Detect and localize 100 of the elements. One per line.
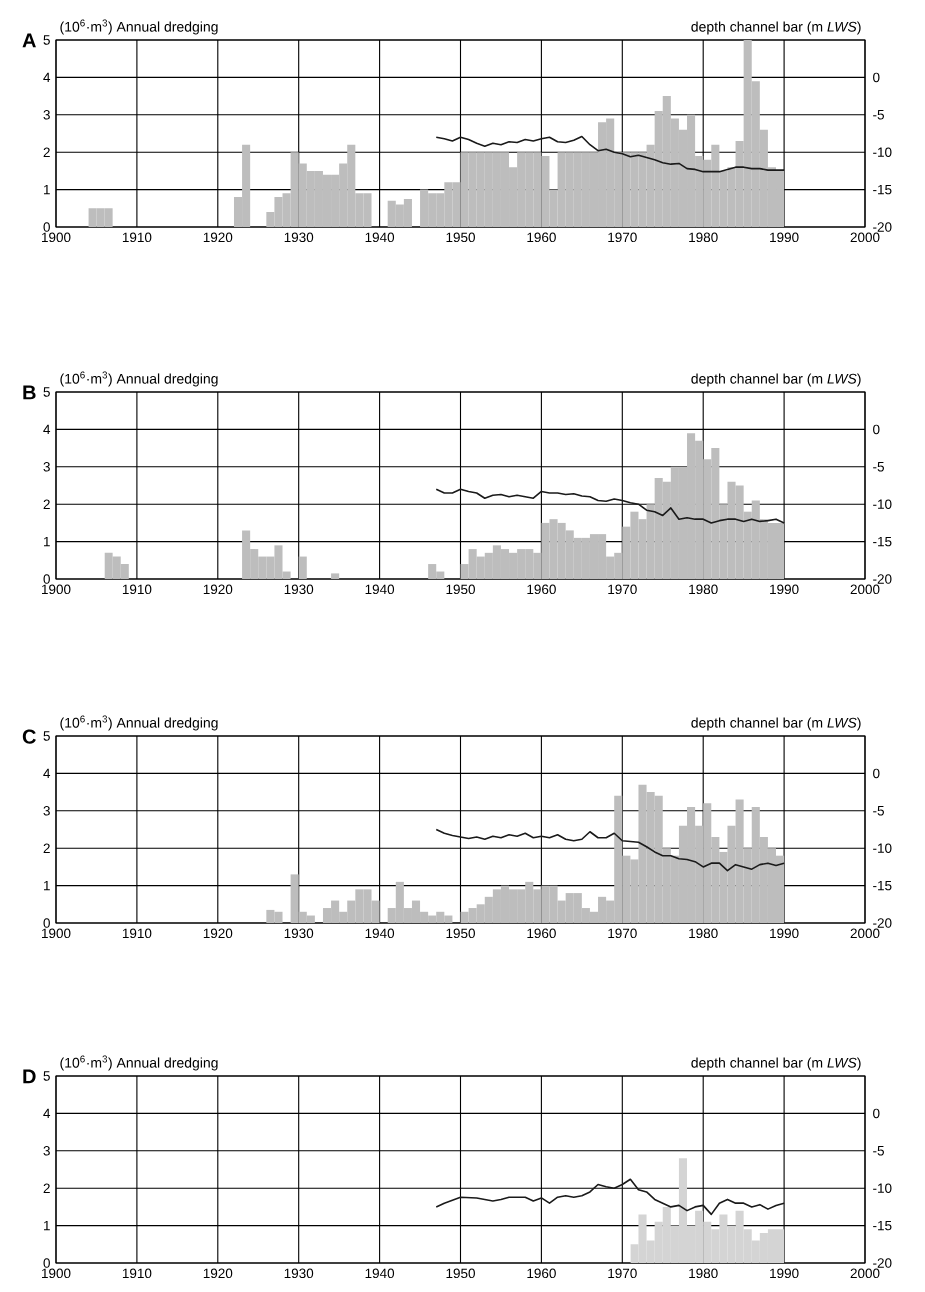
x-tick-label: 1950: [446, 1268, 475, 1279]
y-tick-label: 5: [43, 387, 50, 397]
y-tick-label: 2: [43, 147, 50, 157]
x-tick-label: 1930: [284, 584, 314, 595]
y2-axis-title: depth channel bar (m LWS): [691, 1057, 861, 1071]
y2-tick-label: -15: [873, 880, 892, 891]
y-tick-label: 3: [43, 110, 50, 120]
x-tick-label: 2000: [850, 232, 880, 243]
x-tick-label: 1940: [365, 1268, 395, 1279]
x-tick-label: 1990: [770, 928, 799, 939]
x-tick-label: 1980: [689, 928, 718, 939]
x-tick-label: 1980: [689, 232, 718, 243]
y2-axis-title: depth channel bar (m LWS): [691, 21, 861, 35]
y-tick-label: 5: [43, 1071, 50, 1081]
x-tick-label: 1950: [446, 584, 475, 595]
y-axis-title: (10$^{6}$·m$^{3}$) Annual dredging: [60, 371, 218, 387]
x-tick-label: 1970: [608, 584, 637, 595]
y2-tick-label: -10: [873, 843, 892, 853]
x-tick-label: 1950: [446, 928, 475, 939]
y-tick-label: 2: [43, 499, 50, 509]
x-tick-label: 1960: [527, 1268, 556, 1279]
y2-tick-label: -5: [873, 806, 884, 816]
y2-tick-label: -10: [873, 1183, 892, 1193]
y-tick-label: 0: [43, 1258, 50, 1268]
y2-tick-label: -15: [873, 184, 892, 195]
y-tick-label: 5: [43, 731, 50, 741]
x-tick-label: 1910: [122, 232, 152, 243]
y-tick-label: 4: [43, 72, 51, 83]
y2-tick-label: -20: [873, 574, 892, 584]
x-tick-label: 1960: [527, 928, 556, 939]
x-tick-label: 1990: [770, 1268, 799, 1279]
x-tick-label: 1980: [689, 584, 718, 595]
x-tick-label: 1930: [284, 1268, 314, 1279]
x-tick-label: 1990: [770, 584, 799, 595]
y2-tick-label: -10: [873, 147, 892, 157]
chart-title: A: [22, 33, 36, 48]
x-tick-label: 1910: [122, 584, 152, 595]
y2-tick-label: 0: [873, 1108, 880, 1119]
y2-tick-label: -10: [873, 499, 892, 509]
y-tick-label: 1: [43, 536, 50, 547]
y-tick-label: 4: [43, 768, 51, 779]
y-axis-title: (10$^{6}$·m$^{3}$) Annual dredging: [60, 1055, 218, 1071]
y-tick-label: 4: [43, 1108, 51, 1119]
y2-tick-label: 0: [873, 424, 880, 435]
x-tick-label: 1980: [689, 1268, 718, 1279]
y2-tick-label: -5: [873, 110, 884, 120]
y-tick-label: 3: [43, 806, 50, 816]
y-tick-label: 0: [43, 574, 50, 584]
y2-tick-label: -20: [873, 222, 892, 232]
x-tick-label: 1900: [42, 232, 71, 243]
y-tick-label: 1: [43, 880, 50, 891]
y-tick-label: 1: [43, 1220, 50, 1231]
x-tick-label: 2000: [850, 1268, 880, 1279]
x-tick-label: 1900: [42, 928, 71, 939]
x-tick-label: 1990: [770, 232, 799, 243]
x-tick-label: 1930: [284, 232, 314, 243]
x-tick-label: 1920: [203, 232, 233, 243]
x-tick-label: 1900: [42, 1268, 71, 1279]
x-tick-label: 1900: [42, 584, 71, 595]
x-tick-label: 1940: [365, 232, 395, 243]
y2-tick-label: -15: [873, 536, 892, 547]
x-tick-label: 1970: [608, 1268, 637, 1279]
y-axis-title: (10$^{6}$·m$^{3}$) Annual dredging: [60, 715, 218, 731]
y2-tick-label: -20: [873, 1258, 892, 1268]
y-tick-label: 1: [43, 184, 50, 195]
chart-title: B: [23, 385, 36, 400]
y-tick-label: 3: [43, 462, 50, 472]
x-tick-label: 2000: [850, 584, 880, 595]
y-tick-label: 3: [43, 1146, 50, 1156]
y2-axis-title: depth channel bar (m LWS): [691, 717, 861, 731]
y-tick-label: 4: [43, 424, 51, 435]
x-tick-label: 1940: [365, 928, 395, 939]
x-tick-label: 1930: [284, 928, 314, 939]
y2-tick-label: -5: [873, 1146, 884, 1156]
y-tick-label: 5: [43, 35, 50, 45]
x-tick-label: 1970: [608, 232, 637, 243]
chart-title: D: [23, 1069, 36, 1084]
x-tick-label: 1950: [446, 232, 475, 243]
y-tick-label: 2: [43, 1183, 50, 1193]
y2-tick-label: 0: [873, 768, 880, 779]
y2-tick-label: -5: [873, 462, 884, 472]
x-tick-label: 2000: [850, 928, 880, 939]
chart-title: C: [22, 729, 36, 744]
x-tick-label: 1920: [203, 584, 233, 595]
x-tick-label: 1920: [203, 928, 233, 939]
y-axis-title: (10$^{6}$·m$^{3}$) Annual dredging: [60, 19, 218, 35]
x-tick-label: 1910: [122, 1268, 152, 1279]
y2-tick-label: -20: [873, 918, 892, 928]
y2-axis-title: depth channel bar (m LWS): [691, 373, 861, 387]
y-tick-label: 2: [43, 843, 50, 853]
y-tick-label: 0: [43, 222, 50, 232]
y-tick-label: 0: [43, 918, 50, 928]
x-tick-label: 1960: [527, 232, 556, 243]
x-tick-label: 1920: [203, 1268, 233, 1279]
x-tick-label: 1960: [527, 584, 556, 595]
x-tick-label: 1940: [365, 584, 395, 595]
y2-tick-label: -15: [873, 1220, 892, 1231]
y2-tick-label: 0: [873, 72, 880, 83]
x-tick-label: 1910: [122, 928, 152, 939]
x-tick-label: 1970: [608, 928, 637, 939]
